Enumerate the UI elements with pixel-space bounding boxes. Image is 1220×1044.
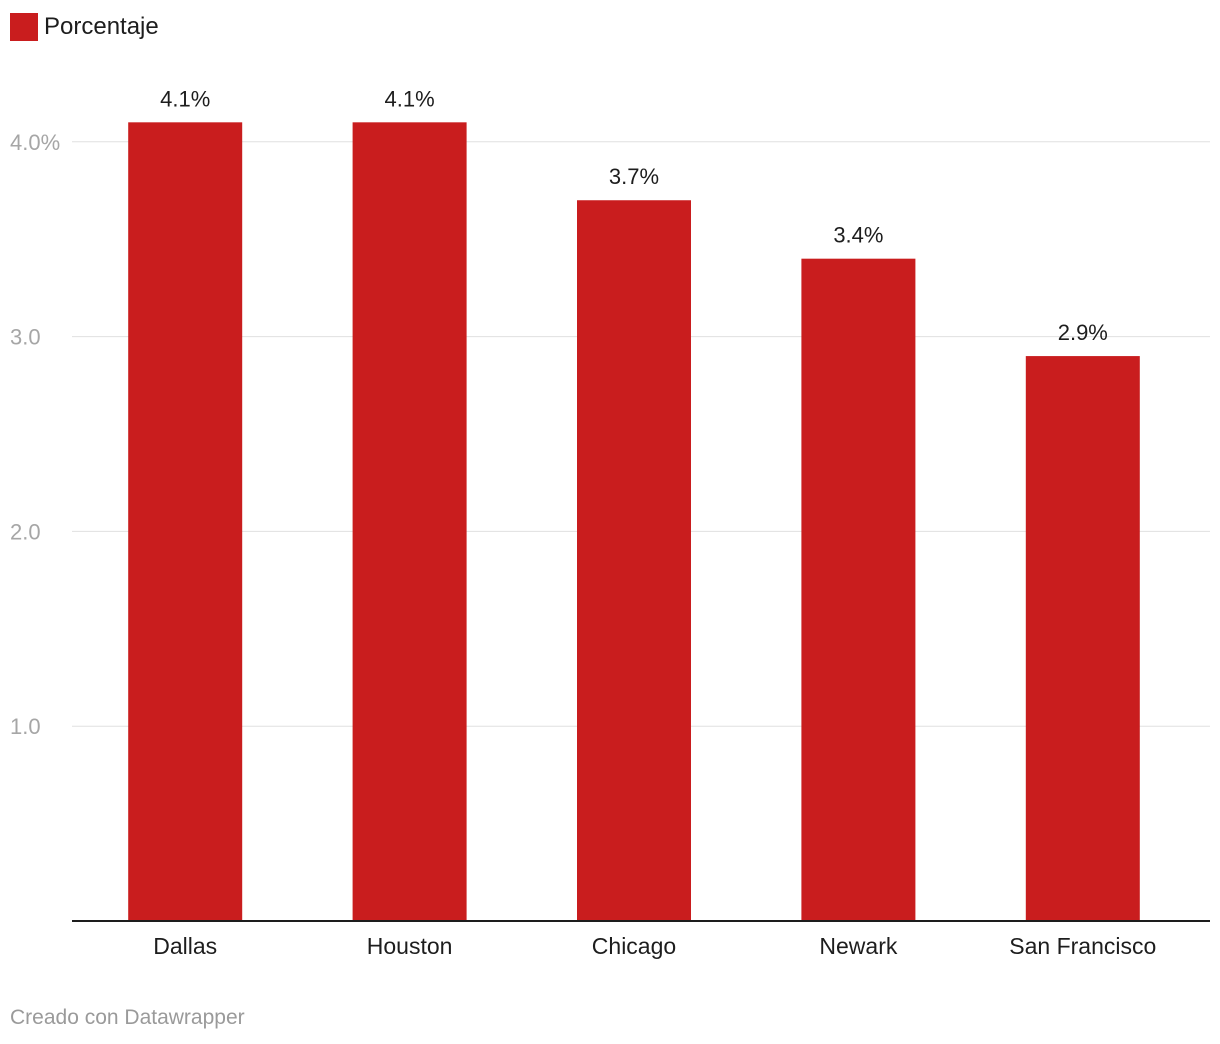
y-tick-label: 4.0% — [10, 130, 60, 155]
data-label: 3.7% — [609, 164, 659, 189]
footer-credit: Creado con Datawrapper — [10, 1006, 245, 1029]
data-label: 2.9% — [1058, 320, 1108, 345]
y-tick-label: 3.0 — [10, 325, 41, 350]
bar-chart: 1.0 2.0 3.0 4.0% 4.1% Dallas 4.1% Houston 3.7% Ch… — [10, 86, 1210, 959]
data-label: 3.4% — [833, 223, 883, 248]
legend: Porcentaje — [10, 12, 159, 42]
y-tick-label: 1.0 — [10, 714, 41, 739]
bar — [577, 200, 691, 922]
y-tick-label: 2.0 — [10, 519, 41, 544]
x-tick-label: Houston — [367, 933, 453, 959]
data-label: 4.1% — [385, 86, 435, 111]
x-tick-label: Dallas — [153, 933, 217, 959]
bar — [352, 122, 467, 921]
bar — [128, 122, 243, 921]
x-tick-label: San Francisco — [1009, 933, 1156, 959]
bar — [801, 258, 916, 921]
data-label: 4.1% — [160, 86, 210, 111]
bar — [1025, 356, 1140, 922]
x-tick-label: Newark — [819, 933, 897, 959]
legend-swatch — [10, 13, 38, 41]
x-tick-label: Chicago — [592, 933, 676, 959]
legend-label: Porcentaje — [44, 13, 159, 40]
